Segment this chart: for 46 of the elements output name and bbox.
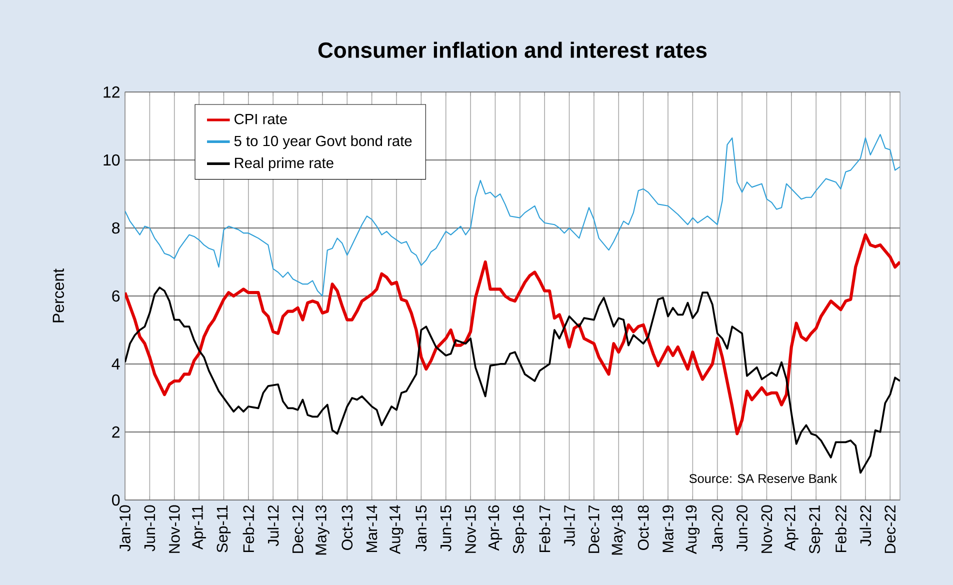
x-tick-label: Jun-20 bbox=[736, 505, 748, 552]
x-tick-label: Dec-22 bbox=[884, 505, 896, 553]
x-tick-label: Mar-19 bbox=[662, 505, 674, 552]
x-tick-label: Feb-12 bbox=[242, 505, 254, 552]
x-tick-label: Jul-17 bbox=[564, 505, 575, 546]
x-tick-label: Feb-22 bbox=[835, 505, 846, 552]
x-tick-label: Aug-19 bbox=[686, 505, 700, 554]
x-tick-label: Jan-20 bbox=[712, 505, 723, 552]
y-tick-label: 0 bbox=[112, 494, 120, 506]
x-tick-label: Dec-12 bbox=[292, 505, 304, 553]
x-tick-label: Apr-11 bbox=[192, 505, 206, 550]
x-tick-label: May-13 bbox=[316, 505, 330, 555]
chart-title: Consumer inflation and interest rates bbox=[318, 42, 707, 58]
x-tick-label: Sep-16 bbox=[512, 505, 527, 554]
x-tick-label: Apr-21 bbox=[784, 505, 798, 551]
legend-label: 5 to 10 year Govt bond rate bbox=[234, 135, 412, 150]
x-tick-label: Jan-15 bbox=[416, 505, 427, 552]
x-tick-label: Sep-21 bbox=[809, 505, 824, 554]
x-tick-label: Jun-10 bbox=[144, 505, 156, 552]
x-tick-label: Aug-14 bbox=[390, 505, 404, 554]
x-tick-label: Jul-22 bbox=[860, 505, 872, 546]
annotation: Source: SA Reserve Bank bbox=[689, 474, 838, 484]
line-series bbox=[125, 134, 900, 297]
x-tick-label: Oct-13 bbox=[342, 505, 353, 550]
x-tick-label: Dec-17 bbox=[588, 505, 600, 553]
x-tick-label: Jan-10 bbox=[120, 505, 130, 552]
x-tick-label: Jun-15 bbox=[440, 505, 452, 552]
y-tick-label: 2 bbox=[112, 426, 120, 438]
x-tick-label: Apr-16 bbox=[488, 505, 502, 551]
x-tick-label: May-18 bbox=[612, 505, 626, 555]
x-tick-label: Feb-17 bbox=[538, 505, 550, 552]
y-tick-label: 4 bbox=[112, 358, 120, 370]
legend-label: CPI rate bbox=[234, 114, 287, 124]
x-tick-label: Oct-18 bbox=[638, 505, 649, 550]
x-tick-label: Nov-15 bbox=[465, 505, 476, 553]
x-tick-label: Mar-14 bbox=[366, 505, 378, 552]
legend-label: Real prime rate bbox=[234, 157, 334, 172]
y-tick-label: 6 bbox=[112, 290, 120, 302]
y-axis-title: Percent bbox=[52, 268, 64, 322]
x-tick-label: Sep-11 bbox=[216, 505, 231, 552]
y-tick-label: 10 bbox=[104, 154, 120, 166]
x-tick-label: Nov-10 bbox=[168, 505, 180, 553]
y-tick-label: 8 bbox=[112, 222, 120, 234]
y-tick-label: 12 bbox=[104, 86, 120, 98]
x-tick-label: Nov-20 bbox=[761, 505, 772, 553]
x-tick-label: Jul-12 bbox=[267, 505, 279, 546]
